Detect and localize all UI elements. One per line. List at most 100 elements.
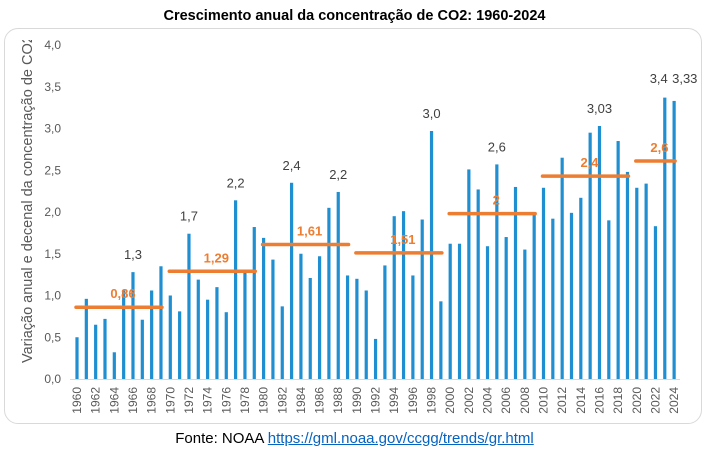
bar	[159, 266, 163, 379]
data-label: 2,2	[329, 167, 347, 182]
bar	[299, 253, 303, 379]
bar	[308, 277, 312, 379]
x-tick-label: 1984	[294, 387, 308, 414]
x-tick-label: 2004	[481, 387, 495, 414]
bar	[178, 311, 182, 380]
bar	[122, 290, 126, 379]
y-axis-label-text: Variação anual e decenal da concentração…	[20, 40, 36, 363]
bar	[196, 279, 200, 379]
x-tick-label: 1962	[89, 387, 103, 414]
bar	[317, 256, 322, 379]
bar	[504, 237, 508, 379]
y-tick-label: 4,0	[44, 38, 61, 52]
y-tick-label: 0,5	[44, 330, 61, 344]
x-tick-label: 2014	[574, 387, 588, 414]
x-tick-label: 1976	[219, 387, 233, 414]
x-tick-label: 2006	[499, 387, 513, 414]
bar	[644, 183, 648, 379]
decadal-mean-label: 0,86	[110, 286, 135, 301]
bar	[150, 290, 154, 379]
bar	[280, 306, 284, 379]
bar	[411, 275, 415, 379]
bar	[252, 227, 256, 379]
bar	[467, 169, 471, 379]
x-tick-label: 1966	[126, 387, 140, 414]
y-tick-label: 3,5	[44, 80, 61, 94]
bar	[569, 212, 574, 379]
bar	[429, 131, 434, 379]
x-tick-label: 2016	[592, 387, 606, 414]
x-tick-label: 2008	[518, 387, 532, 414]
bar	[75, 337, 79, 379]
bar	[476, 189, 480, 379]
bar	[168, 295, 172, 379]
chart-title: Crescimento anual da concentração de CO2…	[163, 8, 546, 24]
bar	[551, 218, 555, 379]
bar	[112, 352, 116, 379]
decadal-mean-label: 2,4	[580, 155, 599, 170]
y-tick-label: 2,5	[44, 163, 61, 177]
data-label: 2,2	[227, 175, 245, 190]
x-tick-label: 1970	[163, 387, 177, 414]
bar	[523, 249, 527, 379]
decadal-mean-label: 1,29	[204, 250, 229, 265]
bar	[513, 186, 518, 379]
bar	[457, 243, 462, 379]
bar	[392, 216, 396, 379]
bar	[336, 191, 340, 379]
bar	[327, 207, 331, 379]
bar-chart: 0,0 0,5 1,0 1,5 2,0 2,5 3,0 3,5 4,0 1960 1962 1964 1…	[44, 38, 697, 414]
bar	[420, 219, 424, 379]
bar	[663, 97, 667, 380]
x-tick-label: 2018	[611, 387, 625, 414]
source-link[interactable]: https://gml.noaa.gov/ccgg/trends/gr.html	[267, 430, 534, 447]
bar	[355, 278, 359, 379]
x-tick-label: 1980	[257, 387, 271, 414]
bar	[607, 220, 611, 379]
y-tick-label: 1,5	[44, 247, 61, 261]
bar	[364, 290, 368, 379]
bar	[588, 132, 592, 379]
bar	[579, 197, 583, 379]
bar	[597, 126, 602, 379]
bar	[448, 243, 452, 379]
decadal-mean-label: 1,51	[390, 232, 415, 247]
x-tick-label: 1988	[331, 387, 345, 414]
x-tick-label: 1972	[182, 387, 196, 414]
x-tick-label: 1998	[425, 387, 439, 414]
data-label: 3,4	[650, 71, 668, 86]
bar	[103, 318, 107, 379]
chart-frame	[4, 28, 702, 424]
x-tick-label: 2020	[630, 387, 644, 414]
bar	[84, 298, 88, 379]
x-tick-label: 1990	[350, 387, 364, 414]
bar	[653, 226, 658, 379]
x-tick-label: 1986	[313, 387, 327, 414]
x-tick-label: 2024	[667, 387, 681, 414]
y-axis-label: Variação anual e decenal da concentração…	[20, 40, 36, 363]
x-tick-label: 1992	[369, 387, 383, 414]
bar	[401, 211, 406, 379]
decadal-mean-label: 2,6	[650, 140, 668, 155]
x-tick-label: 1960	[70, 387, 84, 414]
bar	[224, 312, 228, 379]
bar	[635, 187, 639, 379]
decadal-mean-label: 1,61	[297, 224, 322, 239]
x-tick-label: 2022	[648, 387, 662, 414]
x-tick-label: 1968	[145, 387, 159, 414]
bar	[560, 157, 564, 379]
bar	[140, 319, 144, 379]
bar	[234, 200, 238, 379]
bar	[131, 272, 135, 379]
bar	[289, 182, 294, 379]
bar	[495, 164, 499, 379]
bar	[187, 233, 191, 379]
decadal-mean-label: 2	[493, 193, 500, 208]
data-label: 1,3	[124, 247, 142, 262]
bar	[345, 275, 350, 379]
x-tick-label: 1982	[275, 387, 289, 414]
data-label: 3,0	[423, 106, 441, 121]
bar	[532, 212, 536, 379]
bar	[541, 187, 546, 379]
data-label: 3,33	[672, 71, 697, 86]
